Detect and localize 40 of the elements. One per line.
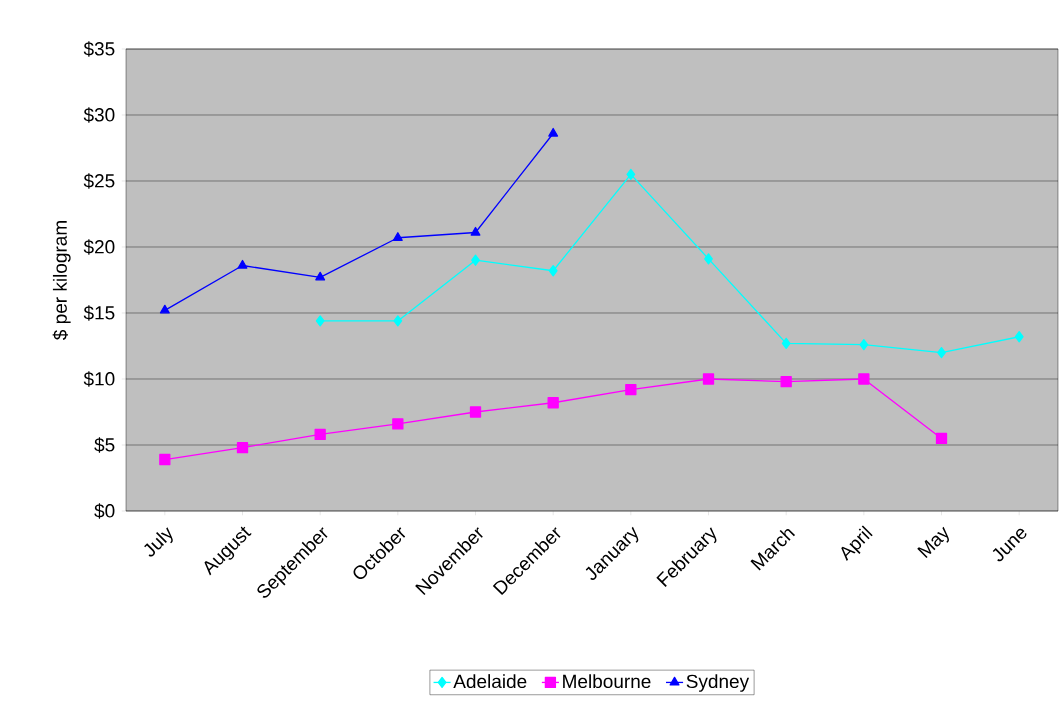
point — [704, 253, 713, 265]
point — [470, 226, 481, 236]
legend-label: Sydney — [686, 674, 750, 692]
point — [237, 259, 248, 269]
point — [935, 432, 948, 445]
point — [393, 315, 403, 327]
point — [858, 373, 870, 385]
point — [315, 271, 326, 281]
point — [315, 315, 325, 327]
x-tick-label: July — [144, 527, 173, 557]
y-tick-label: $30 — [83, 107, 115, 123]
y-tick-label: $20 — [83, 239, 115, 255]
point — [626, 168, 636, 181]
y-tick-label: $35 — [83, 41, 115, 57]
legend-label: Adelaide — [453, 674, 527, 689]
point — [702, 373, 715, 385]
point — [547, 397, 559, 409]
point — [548, 265, 558, 277]
y-tick-label: $5 — [94, 437, 115, 453]
point — [548, 127, 559, 137]
y-tick-label: $25 — [83, 173, 115, 189]
y-axis-title: $ per kilogram — [52, 221, 71, 340]
y-tick-label: $0 — [94, 503, 115, 519]
point — [392, 418, 404, 430]
point — [1014, 331, 1024, 343]
point — [159, 453, 171, 466]
point — [625, 383, 637, 396]
point — [471, 254, 480, 266]
y-tick-label: $15 — [83, 305, 115, 321]
y-tick-label: $10 — [83, 371, 115, 387]
point — [159, 304, 170, 314]
point — [780, 375, 792, 388]
point — [392, 232, 403, 241]
x-tick-label: May — [917, 526, 949, 559]
point — [469, 406, 482, 418]
point — [781, 337, 791, 350]
legend-label: Melbourne — [563, 674, 651, 689]
point — [236, 441, 249, 454]
point — [314, 428, 326, 441]
point — [859, 339, 869, 351]
